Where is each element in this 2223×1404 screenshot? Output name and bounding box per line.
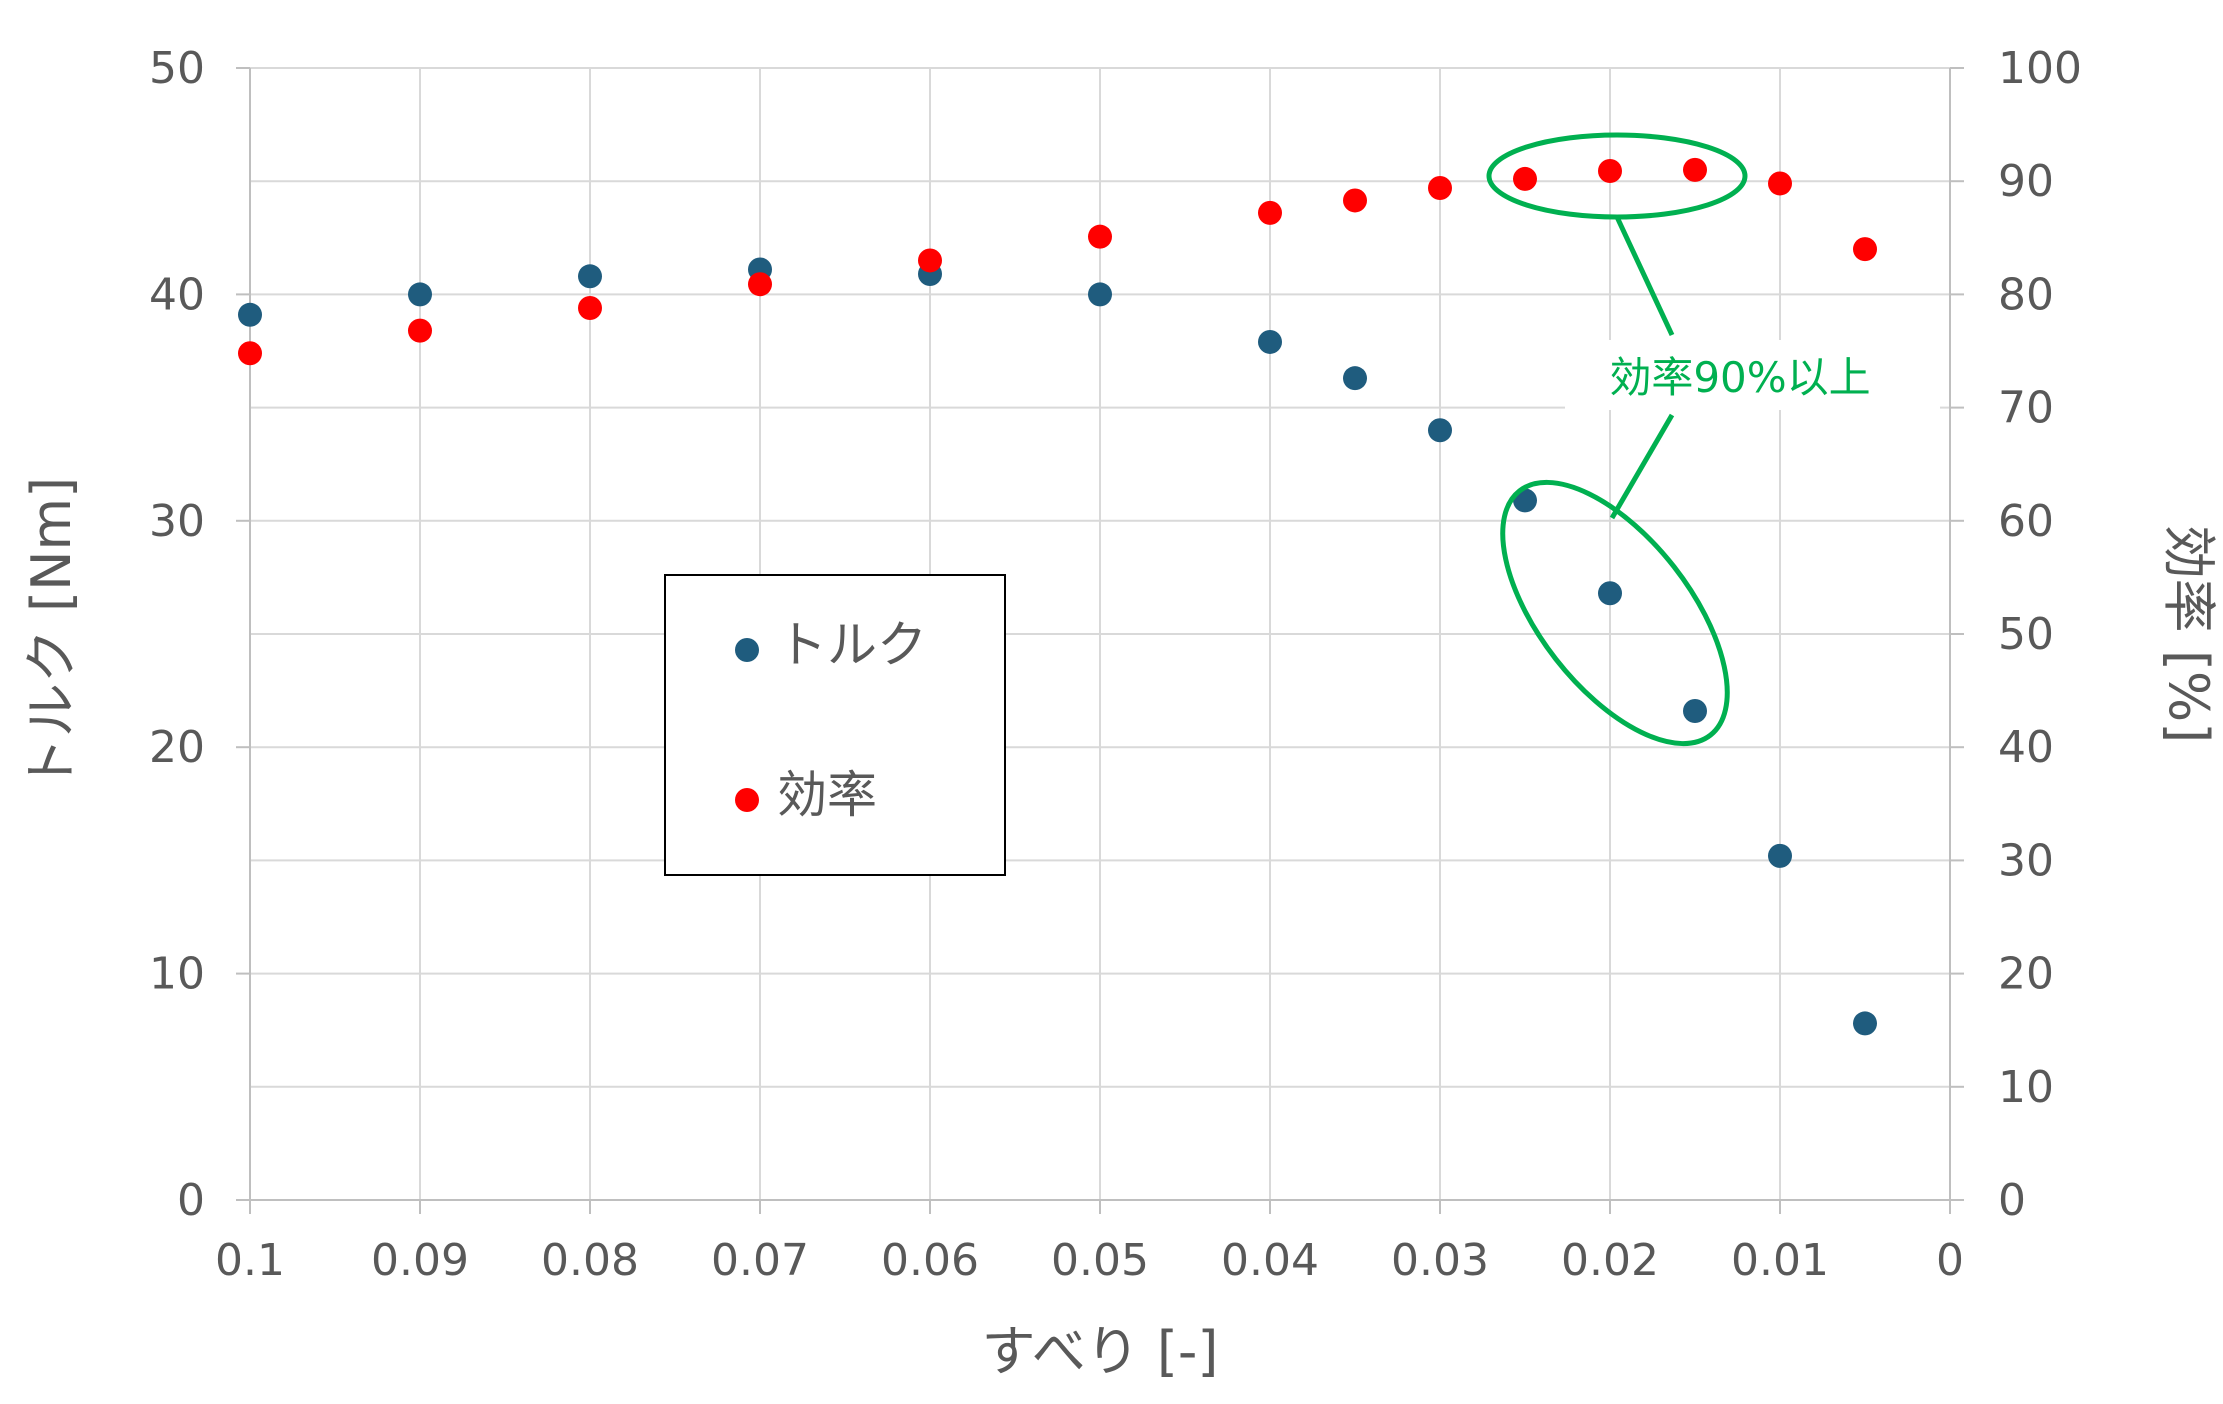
y2-tick-label: 80 xyxy=(1998,269,2054,320)
annotation-label-bg xyxy=(1565,340,1940,410)
y2-axis-title: 効率 [%] xyxy=(2157,525,2220,744)
torque-point xyxy=(1088,282,1112,307)
y2-tick-label: 20 xyxy=(1998,949,2054,1000)
torque-point xyxy=(1343,366,1367,391)
y2-tick-label: 40 xyxy=(1998,722,2054,773)
torque-point xyxy=(1598,581,1622,606)
x-tick-label: 0.09 xyxy=(371,1235,469,1286)
y2-tick-label: 60 xyxy=(1998,496,2054,547)
x-axis-title: すべり [-] xyxy=(981,1320,1218,1383)
y-tick-label: 10 xyxy=(149,949,205,1000)
legend-label-torque: トルク xyxy=(777,616,927,674)
torque-point xyxy=(1258,329,1282,354)
y-axis-title: トルク [Nm] xyxy=(20,477,83,791)
efficiency-point xyxy=(1598,159,1622,184)
x-tick-label: 0.06 xyxy=(881,1235,979,1286)
torque-point xyxy=(1683,698,1707,723)
legend-label-efficiency: 効率 xyxy=(777,766,877,824)
torque-point xyxy=(1428,418,1452,443)
annotation-label: 効率90%以上 xyxy=(1609,353,1870,402)
legend: トルク 効率 xyxy=(664,574,1006,876)
legend-marker-torque xyxy=(735,638,759,662)
x-tick-label: 0.07 xyxy=(711,1235,809,1286)
annotation: 効率90%以上 xyxy=(1486,132,1940,747)
torque-point xyxy=(578,264,602,289)
efficiency-point xyxy=(918,248,942,273)
efficiency-point xyxy=(1428,175,1452,200)
y2-tick-label: 50 xyxy=(1998,609,2054,660)
annotation-ellipse-torque xyxy=(1500,479,1730,747)
y2-tick-label: 90 xyxy=(1998,156,2054,207)
y2-tick-label: 0 xyxy=(1998,1175,2026,1226)
efficiency-point xyxy=(1513,166,1537,191)
y-tick-label: 0 xyxy=(177,1175,205,1226)
y-tick-label: 20 xyxy=(149,722,205,773)
x-tick-label: 0.1 xyxy=(215,1235,285,1286)
y2-tick-label: 30 xyxy=(1998,835,2054,886)
efficiency-point xyxy=(1343,188,1367,213)
efficiency-point xyxy=(1768,171,1792,196)
efficiency-point xyxy=(1088,224,1112,249)
torque-point xyxy=(1768,843,1792,868)
efficiency-point xyxy=(238,341,262,366)
torque-point xyxy=(408,282,432,307)
x-tick-label: 0.02 xyxy=(1561,1235,1659,1286)
legend-box xyxy=(664,574,1006,876)
y2-tick-label: 70 xyxy=(1998,383,2054,434)
efficiency-point xyxy=(578,295,602,320)
efficiency-point xyxy=(748,272,772,297)
annotation-leader-top xyxy=(1614,215,1675,337)
tick-labels: 0.1 0.09 0.08 0.07 0.06 0.05 0.04 0.03 0.02 0.01 0… xyxy=(149,43,2082,1286)
y-tick-label: 50 xyxy=(149,43,205,94)
efficiency-point xyxy=(1683,157,1707,182)
efficiency-point xyxy=(1853,237,1877,262)
x-tick-label: 0 xyxy=(1936,1235,1964,1286)
y-tick-label: 40 xyxy=(149,269,205,320)
y-tick-label: 30 xyxy=(149,496,205,547)
x-tick-label: 0.05 xyxy=(1051,1235,1149,1286)
y2-tick-label: 10 xyxy=(1998,1062,2054,1113)
y2-tick-label: 100 xyxy=(1998,43,2082,94)
torque-point xyxy=(1853,1011,1877,1036)
data-points xyxy=(238,157,1877,1036)
efficiency-point xyxy=(1258,200,1282,225)
x-tick-label: 0.04 xyxy=(1221,1235,1319,1286)
torque-point xyxy=(238,302,262,327)
x-tick-label: 0.01 xyxy=(1731,1235,1829,1286)
annotation-leader-bottom xyxy=(1609,413,1675,520)
legend-marker-efficiency xyxy=(735,788,759,812)
efficiency-point xyxy=(408,318,432,343)
x-tick-label: 0.03 xyxy=(1391,1235,1489,1286)
x-tick-label: 0.08 xyxy=(541,1235,639,1286)
